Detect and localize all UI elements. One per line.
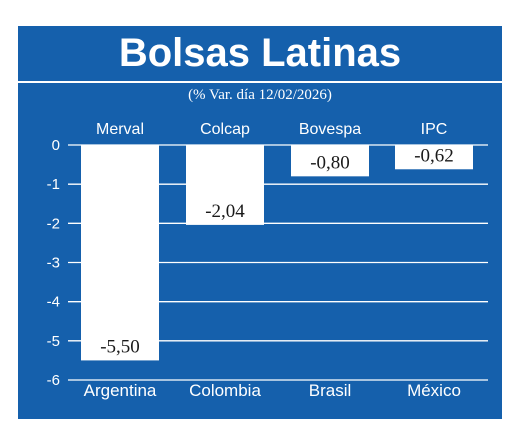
chart-title: Bolsas Latinas <box>118 31 402 75</box>
bar-argentina <box>81 145 159 361</box>
y-tick-label: -4 <box>47 294 60 311</box>
category-label: Colombia <box>189 381 261 400</box>
category-label: México <box>407 381 461 400</box>
y-tick-label: -1 <box>47 176 60 193</box>
index-name-label: Merval <box>96 121 144 138</box>
category-label: Argentina <box>84 381 157 400</box>
value-label: -5,50 <box>100 336 140 357</box>
y-tick-label: -6 <box>47 372 60 389</box>
bar-brasil <box>291 145 369 177</box>
chart-subtitle: (% Var. día 12/02/2026) <box>188 87 332 103</box>
title-divider <box>18 81 502 83</box>
index-name-label: IPC <box>421 121 448 138</box>
value-label: -2,04 <box>205 201 245 222</box>
value-label: -0,62 <box>414 145 454 166</box>
category-label: Brasil <box>309 381 352 400</box>
y-tick-label: 0 <box>52 137 60 154</box>
bar-méxico <box>395 145 473 170</box>
y-tick-label: -2 <box>47 215 60 232</box>
y-tick-label: -5 <box>47 333 60 350</box>
index-name-label: Colcap <box>200 121 250 138</box>
value-label: -0,80 <box>310 152 350 173</box>
y-tick-label: -3 <box>47 255 60 272</box>
bar-colombia <box>186 145 264 225</box>
index-name-label: Bovespa <box>299 121 361 138</box>
